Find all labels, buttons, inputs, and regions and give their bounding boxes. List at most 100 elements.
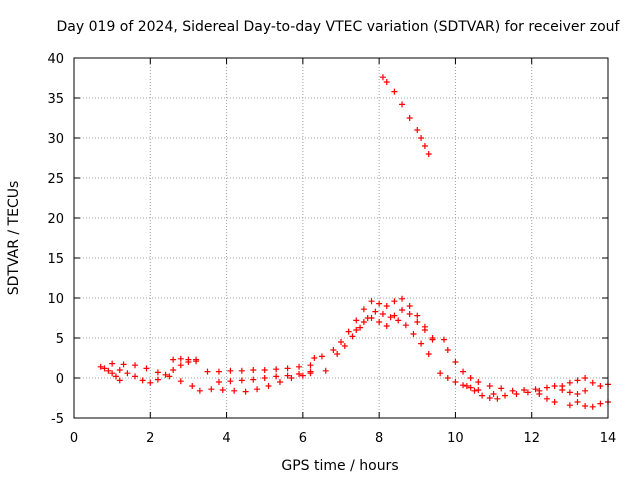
data-point	[132, 362, 139, 369]
data-point	[444, 375, 451, 381]
data-point	[437, 370, 444, 377]
data-point	[204, 368, 211, 375]
data-point	[238, 377, 245, 384]
data-point	[475, 379, 482, 385]
data-point	[414, 127, 421, 133]
data-point	[521, 387, 528, 393]
series-s18	[536, 391, 558, 405]
data-point	[566, 402, 573, 409]
series-s20	[566, 399, 611, 410]
data-point	[97, 363, 104, 370]
data-point	[139, 377, 146, 384]
series-s8	[311, 353, 329, 374]
data-point	[132, 373, 139, 380]
data-point	[406, 303, 413, 309]
data-point	[368, 315, 375, 321]
data-point	[582, 375, 589, 381]
data-point	[345, 328, 352, 335]
data-point	[444, 347, 451, 353]
data-point	[231, 387, 238, 394]
series-s1	[97, 363, 123, 384]
data-point	[296, 371, 303, 377]
data-point	[418, 340, 425, 347]
data-point	[460, 382, 467, 389]
data-point	[105, 367, 112, 374]
chart-title: Day 019 of 2024, Sidereal Day-to-day VTE…	[57, 19, 621, 35]
data-point	[391, 88, 398, 95]
data-point	[467, 375, 474, 381]
data-point	[196, 387, 203, 394]
data-point	[551, 383, 558, 389]
data-point	[143, 365, 150, 372]
data-point	[273, 373, 280, 380]
data-point	[463, 383, 470, 389]
data-point	[307, 368, 314, 375]
series-s11	[353, 307, 436, 343]
y-tick-label: -5	[51, 412, 64, 427]
data-point	[532, 386, 539, 393]
data-point	[162, 371, 169, 378]
data-point	[353, 327, 360, 333]
data-point	[273, 366, 280, 373]
data-point	[421, 327, 428, 333]
data-point	[147, 379, 154, 386]
data-point	[524, 389, 531, 396]
data-point	[250, 376, 257, 383]
data-point	[177, 355, 184, 362]
data-point	[383, 303, 390, 309]
data-point	[307, 362, 314, 369]
data-point	[338, 339, 344, 345]
data-points	[97, 74, 611, 410]
plot-frame	[73, 57, 609, 419]
data-point	[589, 403, 596, 410]
data-point	[227, 367, 234, 374]
data-point	[166, 373, 173, 380]
series-s17	[490, 387, 543, 399]
data-point	[360, 319, 367, 325]
x-tick-label: 0	[70, 431, 78, 446]
data-point	[486, 395, 493, 401]
data-point	[471, 387, 478, 394]
data-point	[402, 322, 409, 329]
series-s4	[170, 355, 200, 365]
data-point	[536, 391, 543, 397]
data-point	[242, 388, 249, 395]
data-point	[318, 353, 325, 360]
data-point	[414, 319, 421, 325]
data-point	[379, 311, 386, 317]
data-point	[276, 379, 283, 385]
data-point	[418, 135, 425, 141]
data-point	[154, 369, 161, 376]
data-point	[109, 370, 116, 377]
data-point	[383, 323, 390, 329]
grid-lines	[74, 58, 608, 418]
data-point	[368, 298, 375, 305]
y-tick-label: 40	[47, 52, 64, 67]
series-s14	[437, 370, 482, 393]
data-point	[440, 336, 447, 343]
data-point	[349, 333, 356, 340]
series-s12	[379, 74, 432, 157]
data-point	[177, 378, 184, 385]
x-axis-label: GPS time / hours	[281, 458, 398, 474]
series-s13	[440, 336, 482, 385]
x-tick-label: 2	[146, 431, 154, 446]
series-s10	[334, 308, 432, 357]
data-point	[376, 319, 383, 325]
y-tick-label: 15	[47, 252, 64, 267]
data-point	[353, 317, 360, 324]
data-point	[261, 367, 268, 373]
series-s9	[330, 295, 436, 353]
data-point	[238, 367, 245, 374]
data-point	[311, 355, 318, 361]
data-point	[219, 387, 226, 393]
data-point	[261, 375, 268, 381]
series-s5	[204, 362, 314, 375]
series-s21	[559, 387, 589, 397]
data-point	[425, 151, 432, 157]
data-point	[284, 365, 291, 372]
data-point	[170, 367, 177, 373]
data-point	[460, 368, 467, 375]
y-tick-label: 20	[47, 212, 64, 227]
